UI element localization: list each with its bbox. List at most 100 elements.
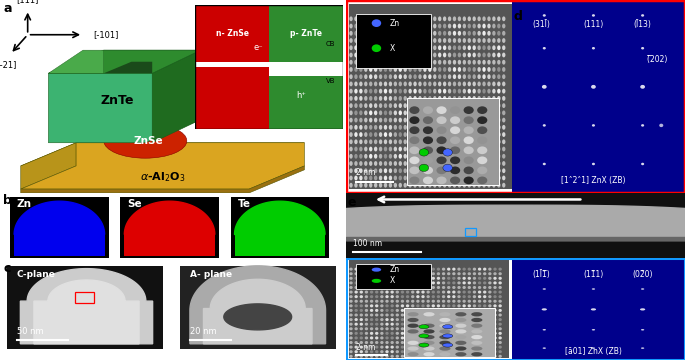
Ellipse shape — [354, 175, 358, 181]
Ellipse shape — [359, 175, 362, 181]
Ellipse shape — [399, 118, 402, 123]
Ellipse shape — [394, 168, 397, 173]
Ellipse shape — [349, 24, 353, 28]
Ellipse shape — [419, 38, 422, 43]
Ellipse shape — [448, 16, 451, 21]
Bar — [10, 197, 108, 258]
Ellipse shape — [369, 24, 373, 28]
Ellipse shape — [364, 268, 368, 271]
Ellipse shape — [493, 139, 495, 144]
Ellipse shape — [462, 323, 466, 326]
Ellipse shape — [464, 177, 474, 184]
Ellipse shape — [462, 183, 466, 187]
Ellipse shape — [488, 304, 492, 307]
Ellipse shape — [401, 313, 404, 317]
Ellipse shape — [419, 46, 422, 50]
Ellipse shape — [354, 336, 358, 340]
Ellipse shape — [427, 332, 430, 335]
Ellipse shape — [375, 350, 378, 353]
Ellipse shape — [488, 318, 492, 321]
Ellipse shape — [390, 355, 394, 358]
Ellipse shape — [499, 295, 502, 298]
Ellipse shape — [452, 323, 456, 326]
Ellipse shape — [488, 300, 492, 303]
Ellipse shape — [452, 309, 456, 312]
Ellipse shape — [390, 281, 394, 284]
Ellipse shape — [493, 268, 497, 271]
Bar — [234, 234, 325, 256]
Ellipse shape — [473, 52, 476, 58]
Ellipse shape — [477, 139, 481, 144]
Ellipse shape — [482, 175, 486, 181]
Ellipse shape — [462, 16, 466, 21]
Ellipse shape — [438, 82, 441, 86]
Ellipse shape — [499, 277, 502, 280]
Text: a: a — [3, 2, 12, 15]
Ellipse shape — [493, 16, 495, 21]
Ellipse shape — [360, 300, 363, 303]
Ellipse shape — [394, 16, 397, 21]
Ellipse shape — [379, 110, 382, 115]
Ellipse shape — [453, 46, 456, 50]
Ellipse shape — [401, 350, 404, 353]
Ellipse shape — [349, 16, 353, 21]
Ellipse shape — [406, 332, 409, 335]
Ellipse shape — [452, 295, 456, 298]
Ellipse shape — [375, 336, 378, 340]
Ellipse shape — [390, 327, 394, 330]
Ellipse shape — [423, 139, 427, 144]
Ellipse shape — [408, 110, 412, 115]
Ellipse shape — [413, 82, 416, 86]
Ellipse shape — [423, 16, 427, 21]
Ellipse shape — [410, 157, 419, 164]
Ellipse shape — [428, 82, 432, 86]
Ellipse shape — [379, 103, 382, 108]
Ellipse shape — [364, 350, 368, 353]
Ellipse shape — [464, 126, 474, 134]
Ellipse shape — [413, 168, 416, 173]
Ellipse shape — [384, 67, 387, 72]
Ellipse shape — [406, 272, 409, 275]
Ellipse shape — [370, 345, 373, 349]
Ellipse shape — [482, 60, 486, 65]
Ellipse shape — [473, 332, 476, 335]
Ellipse shape — [432, 268, 435, 271]
Ellipse shape — [477, 24, 481, 28]
Ellipse shape — [359, 67, 362, 72]
Ellipse shape — [403, 110, 407, 115]
Ellipse shape — [473, 295, 476, 298]
Ellipse shape — [497, 168, 501, 173]
Ellipse shape — [413, 103, 416, 108]
Ellipse shape — [448, 118, 451, 123]
Ellipse shape — [427, 318, 430, 321]
Ellipse shape — [421, 290, 425, 294]
Ellipse shape — [428, 139, 432, 144]
Ellipse shape — [388, 168, 392, 173]
Ellipse shape — [419, 74, 422, 79]
Ellipse shape — [364, 118, 367, 123]
Ellipse shape — [458, 60, 461, 65]
Ellipse shape — [370, 332, 373, 335]
Ellipse shape — [369, 139, 373, 144]
Ellipse shape — [406, 286, 409, 289]
Ellipse shape — [493, 52, 495, 58]
Ellipse shape — [443, 132, 447, 137]
Ellipse shape — [488, 286, 492, 289]
Ellipse shape — [482, 16, 486, 21]
Ellipse shape — [390, 300, 394, 303]
Ellipse shape — [369, 161, 373, 166]
Ellipse shape — [443, 67, 447, 72]
Ellipse shape — [428, 175, 432, 181]
Ellipse shape — [388, 183, 392, 187]
Ellipse shape — [502, 31, 506, 36]
Ellipse shape — [487, 38, 490, 43]
Ellipse shape — [432, 309, 435, 312]
Ellipse shape — [419, 82, 422, 86]
Text: b: b — [3, 194, 12, 207]
Ellipse shape — [380, 336, 384, 340]
Ellipse shape — [468, 295, 471, 298]
Ellipse shape — [403, 103, 407, 108]
Ellipse shape — [427, 281, 430, 284]
Ellipse shape — [437, 350, 440, 353]
Ellipse shape — [471, 312, 482, 316]
